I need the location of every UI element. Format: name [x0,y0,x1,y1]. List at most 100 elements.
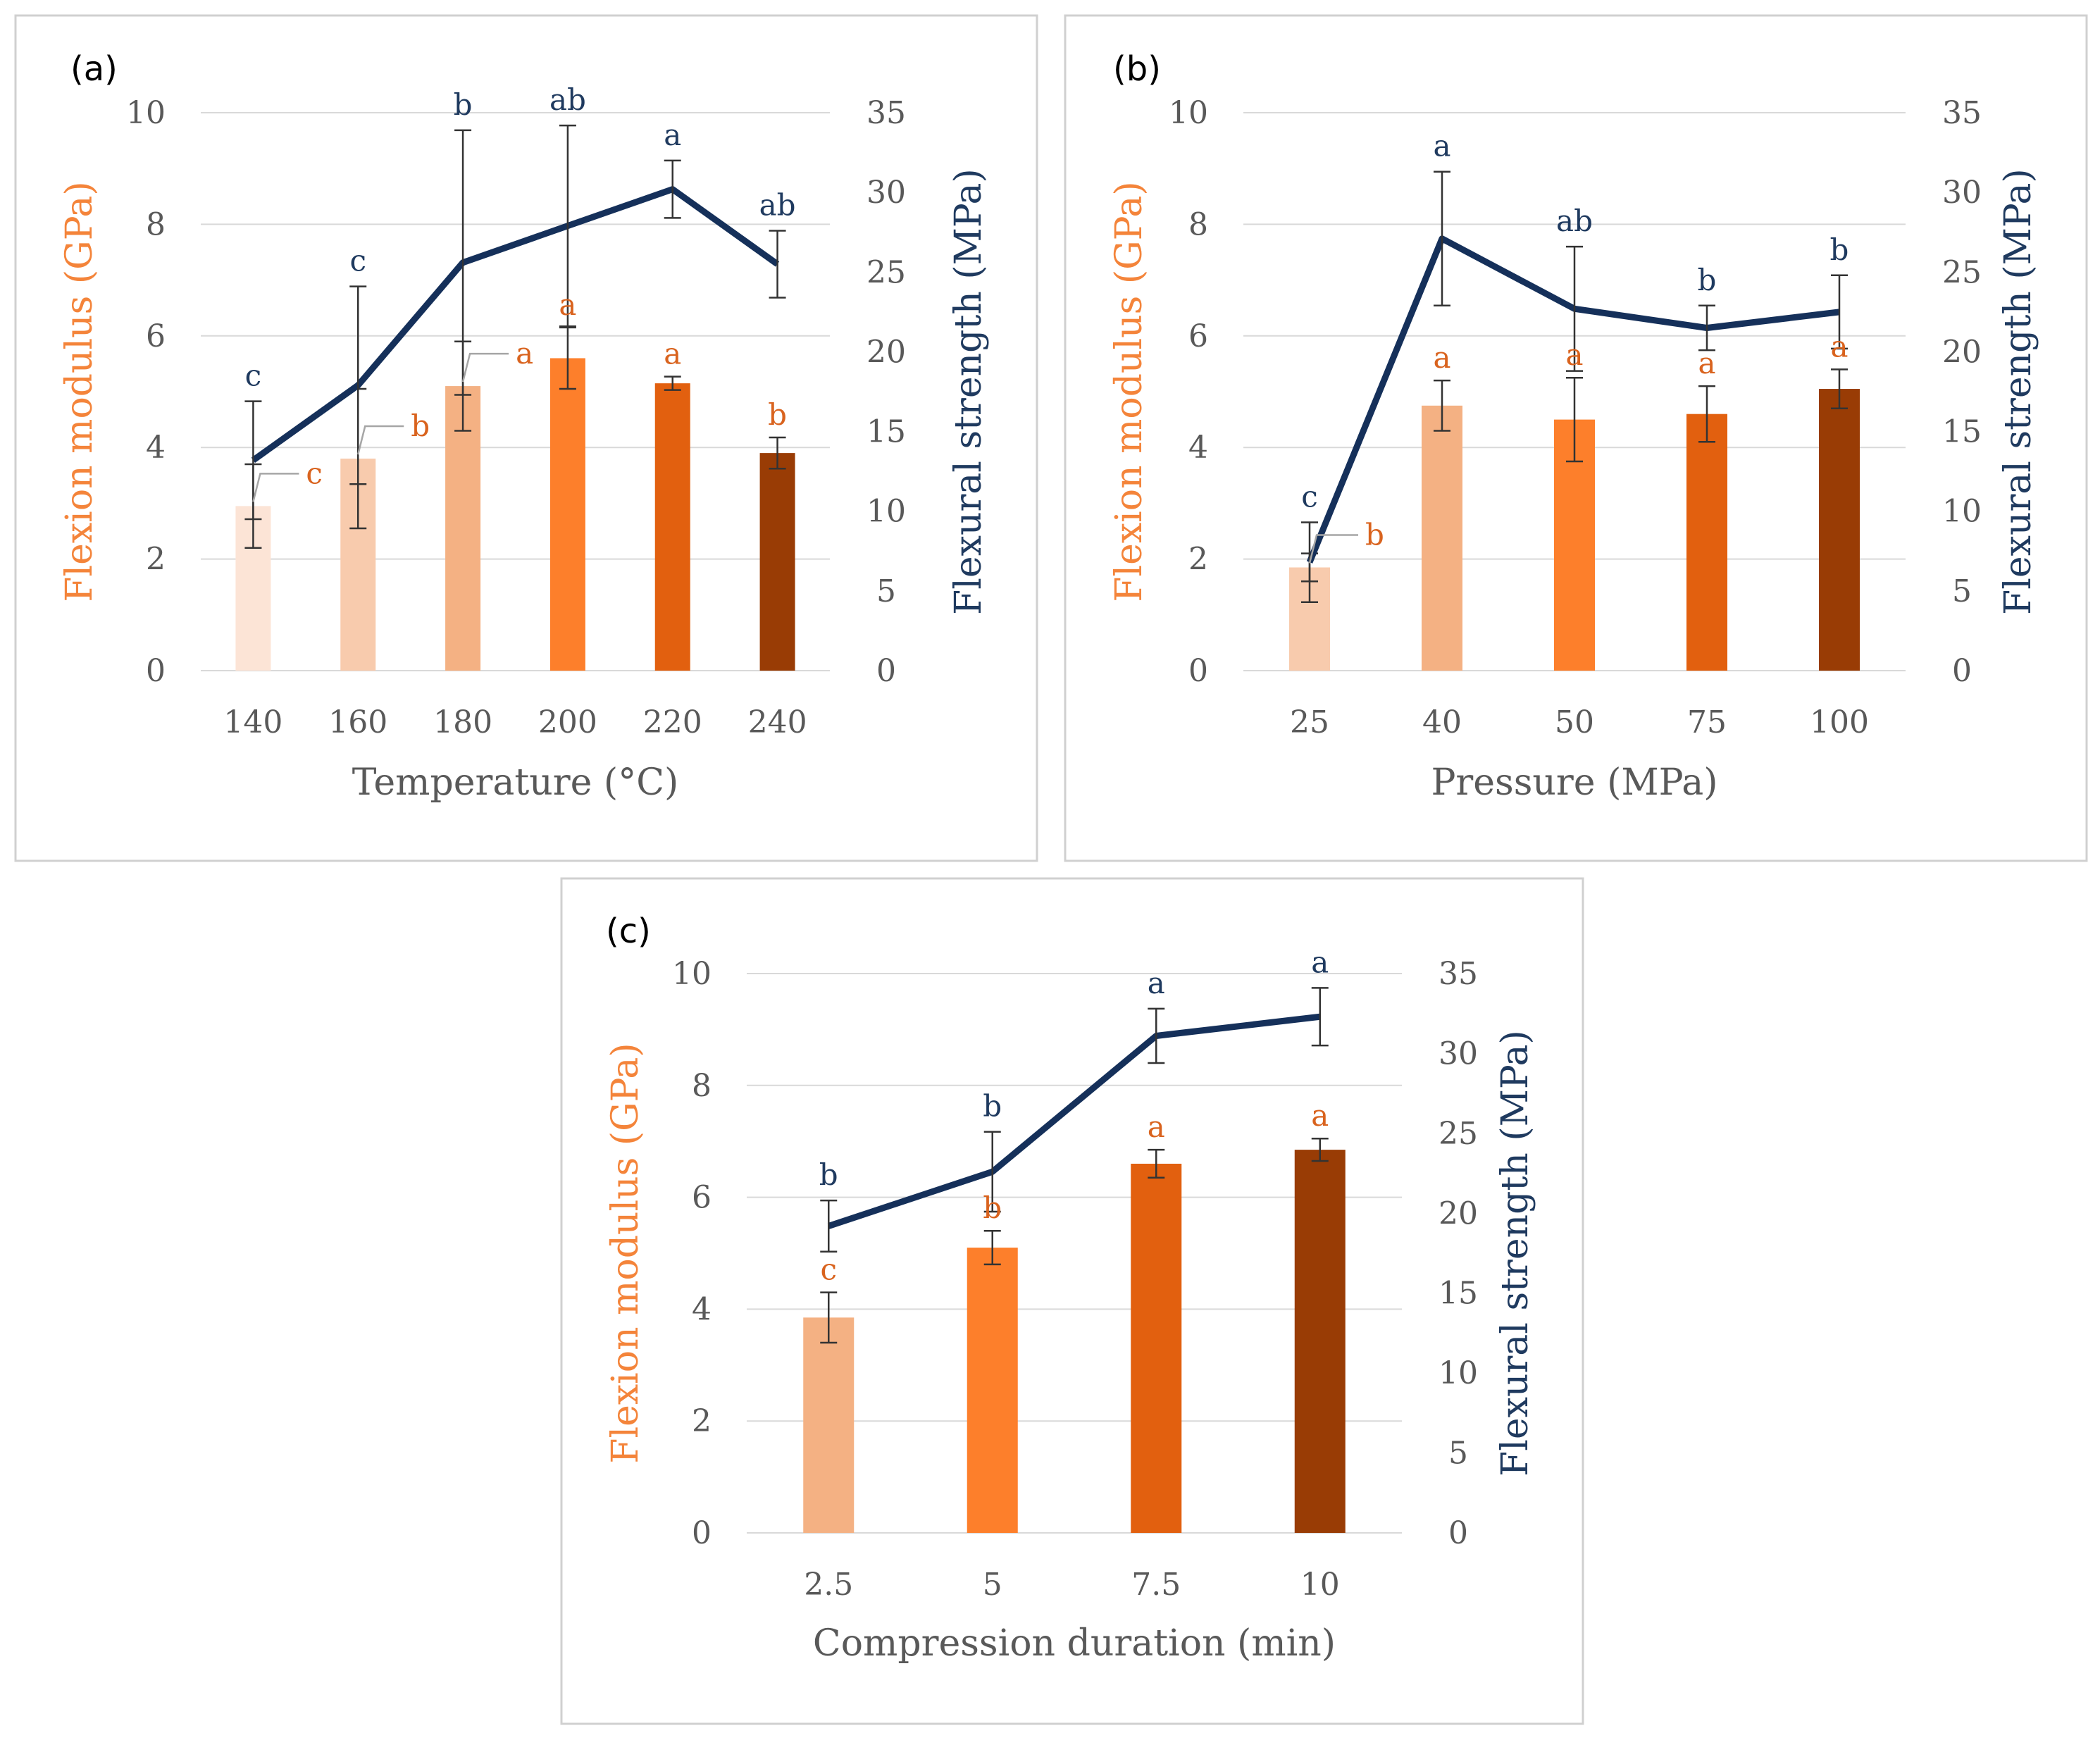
left-axis-tick-label: 0 [1188,653,1208,689]
panel-c: 0 2 4 6 8 10 0 5 10 15 20 25 30 35 2.5 5 7.5 10 b b a a c b a a Fl… [560,877,1584,1725]
right-axis-tick-label: 30 [1439,1036,1478,1071]
bar-modulus [1686,414,1727,671]
significance-letter-strength: b [983,1089,1002,1124]
error-bar-modulus [1698,385,1715,443]
right-axis-tick-label: 35 [1439,956,1478,992]
left-axis-tick-label: 4 [1188,430,1208,466]
error-bar-strength [1698,304,1715,352]
panel-label: (a) [70,49,118,89]
x-tick-label: 200 [538,704,597,740]
left-axis-tick-label: 10 [1169,95,1208,131]
significance-letter-modulus: a [664,337,681,371]
right-axis-tick-label: 5 [1952,573,1972,609]
bar-modulus [1131,1163,1182,1533]
left-axis-tick-label: 10 [672,956,712,992]
significance-letter-strength: b [819,1157,838,1192]
x-tick-label: 50 [1555,704,1594,740]
right-axis-tick-label: 10 [1439,1355,1478,1391]
line-flexural-strength [251,186,780,463]
right-axis-tick-label: 0 [1448,1515,1468,1551]
left-axis-tick-label: 2 [692,1403,712,1439]
significance-letter-modulus: a [1698,346,1715,380]
right-axis-tick-label: 15 [1439,1276,1478,1312]
right-axis-tick-label: 15 [1942,414,1982,450]
bar-modulus [803,1317,855,1533]
error-bar-modulus [1311,1137,1329,1162]
x-tick-label: 240 [748,704,807,740]
right-axis-tick-label: 5 [1448,1436,1468,1472]
left-axis-title: Flexion modulus (GPa) [1108,181,1150,602]
left-axis-title: Flexion modulus (GPa) [604,1043,647,1463]
right-axis-tick-label: 20 [1439,1195,1478,1231]
error-bar-modulus [559,326,576,390]
significance-letter-strength: a [664,118,681,152]
left-axis-tick-label: 4 [146,430,166,466]
right-axis-tick-label: 20 [1942,334,1982,370]
left-axis-tick-label: 2 [146,542,166,578]
left-axis-tick-label: 8 [146,206,166,242]
significance-letter-modulus: a [1830,329,1848,363]
right-axis-tick-label: 5 [876,573,896,609]
panel-frame [560,877,1584,1725]
error-bar-strength [1831,274,1848,350]
significance-letter-modulus: c [306,456,323,490]
significance-letter-modulus: b [411,409,430,443]
error-bar-strength [983,1131,1001,1213]
panel-frame [14,14,1038,862]
error-bar-strength [769,230,786,299]
error-bar-modulus [1831,368,1848,410]
label-leader-line [1308,534,1358,564]
label-leader-line [252,473,299,502]
significance-letter-modulus: a [559,287,576,322]
x-axis-title: Pressure (MPa) [1431,762,1717,804]
significance-letter-strength: c [245,359,262,393]
left-axis-tick-label: 6 [692,1180,712,1216]
right-axis-tick-label: 15 [866,414,906,450]
significance-letter-strength: a [1433,129,1450,163]
right-axis-tick-label: 10 [866,494,906,530]
x-tick-label: 75 [1687,704,1727,740]
right-axis-tick-label: 20 [866,334,906,370]
significance-letter-modulus: a [1565,337,1583,372]
right-axis-tick-label: 35 [866,95,906,131]
left-axis-tick-label: 6 [146,318,166,354]
bar-modulus [1819,389,1860,671]
bar-modulus [1294,1150,1346,1533]
panel-a: 0 2 4 6 8 10 0 5 10 15 20 25 30 35 140 160 180 200 220 240 c… [14,14,1038,862]
significance-letter-strength: b [454,87,473,122]
significance-letter-modulus: b [1365,517,1384,552]
right-axis-tick-label: 30 [866,175,906,211]
line-flexural-strength [827,1013,1321,1229]
bar-modulus [445,386,481,671]
bar-modulus [549,358,585,671]
x-axis-title: Temperature (°C) [352,762,679,804]
error-bar-strength [1311,987,1329,1047]
left-axis-tick-label: 0 [146,653,166,689]
label-leader-line [461,352,509,383]
left-axis-tick-label: 8 [692,1068,712,1104]
panel-label: (b) [1113,49,1161,89]
significance-letter-strength: ab [759,187,796,222]
x-tick-label: 2.5 [804,1567,853,1603]
right-axis-tick-label: 25 [866,254,906,290]
right-axis-title: Flexural strength (MPa) [1997,168,2039,615]
x-tick-label: 7.5 [1131,1567,1181,1603]
error-bar-strength [559,124,576,328]
significance-letter-strength: a [1311,945,1329,979]
left-axis-tick-label: 10 [126,95,166,131]
error-bar-strength [820,1199,838,1253]
bar-modulus [654,383,690,671]
x-tick-label: 25 [1290,704,1329,740]
x-tick-label: 180 [433,704,492,740]
x-tick-label: 160 [328,704,387,740]
significance-letter-strength: c [349,244,366,278]
right-axis-tick-label: 0 [1952,653,1972,689]
right-axis-tick-label: 25 [1942,254,1982,290]
significance-letter-modulus: a [516,336,533,371]
significance-letter-modulus: c [820,1253,837,1287]
error-bar-modulus [1566,376,1583,463]
error-bar-strength [454,129,472,396]
x-tick-label: 10 [1300,1567,1340,1603]
left-axis-tick-label: 4 [692,1291,712,1327]
